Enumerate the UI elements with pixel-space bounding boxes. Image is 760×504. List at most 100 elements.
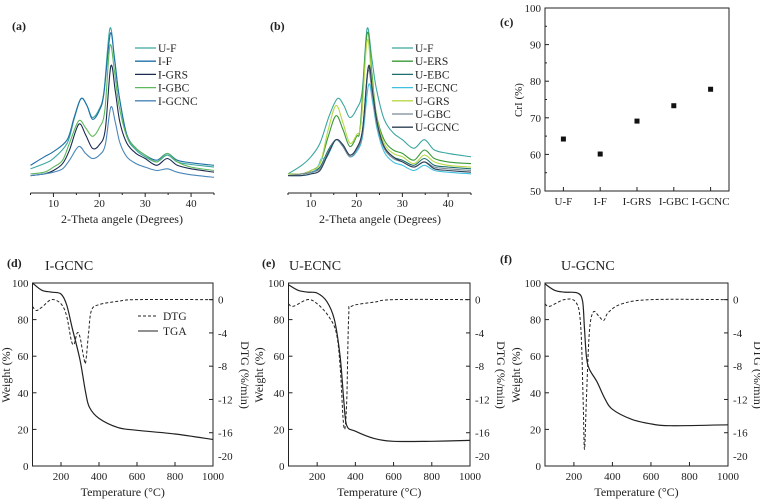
x-tick-label: 600 xyxy=(643,471,660,483)
x-tick-label: I-GBC xyxy=(659,196,689,208)
x-tick-label: 600 xyxy=(129,471,146,483)
panel-title: I-GCNC xyxy=(45,259,93,274)
y2-tick-label: -12 xyxy=(475,394,490,406)
legend-label: TGA xyxy=(163,326,187,338)
series-line-I-GCNC xyxy=(30,106,215,178)
plot-frame xyxy=(544,282,729,467)
y-tick-label: 80 xyxy=(18,315,30,327)
x-tick-label: 400 xyxy=(347,471,364,483)
panel-title: U-GCNC xyxy=(561,259,615,274)
y-tick-label: 40 xyxy=(530,388,542,400)
y2-tick-label: -16 xyxy=(218,428,233,440)
y2-tick-label: -16 xyxy=(475,428,490,440)
series-line-TGA xyxy=(544,283,729,427)
panel-title: U-ECNC xyxy=(289,259,341,274)
x-tick-label: 400 xyxy=(604,471,621,483)
x-tick-label: 20 xyxy=(94,198,106,210)
x-axis-label: Temperature (°C) xyxy=(81,485,165,499)
series-line-U-F xyxy=(30,27,215,170)
x-axis-label: 2-Theta angele (Degrees) xyxy=(319,212,441,226)
y-tick-label: 20 xyxy=(530,424,542,436)
x-tick-label: 200 xyxy=(566,471,583,483)
y2-tick-label: 0 xyxy=(733,295,739,307)
legend-label: U-GCNC xyxy=(415,122,459,134)
plot-frame xyxy=(288,282,471,467)
series-line-DTG xyxy=(32,299,214,365)
series-line-I-GBC xyxy=(30,43,215,175)
series-line-U-GRS xyxy=(287,38,472,175)
x-tick-label: 800 xyxy=(424,471,441,483)
series-line-TGA xyxy=(288,284,471,443)
x-tick-label: 20 xyxy=(351,198,363,210)
y2-axis-label: DTG (%/min) xyxy=(751,341,760,409)
x-tick-label: 1000 xyxy=(459,471,482,483)
x-tick-label: 30 xyxy=(140,198,152,210)
panel-b xyxy=(287,27,472,197)
series-line-U-F xyxy=(287,27,472,175)
y-tick-label: 20 xyxy=(274,424,286,436)
y2-tick-label: -8 xyxy=(733,361,743,373)
y-tick-label: 20 xyxy=(18,424,30,436)
x-tick-label: 800 xyxy=(167,471,184,483)
panel-label: (d) xyxy=(7,256,22,270)
y-tick-label: 40 xyxy=(274,388,286,400)
panel-a xyxy=(30,27,215,197)
legend-label: I-GBC xyxy=(158,83,190,95)
series-line-DTG xyxy=(544,298,729,450)
series-line-U-GCNC xyxy=(287,64,472,177)
y2-tick-label: -4 xyxy=(218,328,228,340)
x-tick-label: 40 xyxy=(443,198,455,210)
x-tick-label: I-GRS xyxy=(623,196,652,208)
data-point-I-F xyxy=(597,151,603,157)
legend-label: U-F xyxy=(415,43,434,55)
y2-tick-label: -16 xyxy=(733,428,748,440)
legend-label: DTG xyxy=(163,311,187,323)
y-tick-label: 100 xyxy=(268,278,285,290)
plot-frame xyxy=(32,282,214,467)
legend-label: U-EBC xyxy=(415,69,450,81)
y-axis-label: Weight (%) xyxy=(252,347,266,402)
x-tick-label: 1000 xyxy=(202,471,225,483)
panel-f xyxy=(544,282,729,467)
panel-label: (b) xyxy=(270,19,285,33)
y2-tick-label: -20 xyxy=(218,451,233,463)
y-tick-label: 80 xyxy=(274,315,286,327)
x-tick-label: I-GCNC xyxy=(692,196,730,208)
legend-label: I-GRS xyxy=(158,69,188,81)
y-tick-label: 80 xyxy=(530,315,542,327)
x-tick-label: 10 xyxy=(305,198,317,210)
y2-tick-label: 0 xyxy=(475,295,481,307)
y-tick-label: 60 xyxy=(18,351,30,363)
y2-tick-label: -12 xyxy=(218,394,233,406)
y-tick-label: 40 xyxy=(18,388,30,400)
y-tick-label: 100 xyxy=(525,278,542,290)
x-tick-label: 400 xyxy=(91,471,108,483)
x-tick-label: 40 xyxy=(186,198,198,210)
legend-label: U-ERS xyxy=(415,56,448,68)
y-tick-label: 60 xyxy=(274,351,286,363)
x-axis-label: Temperature (°C) xyxy=(337,485,421,499)
y-tick-label: 0 xyxy=(23,461,29,473)
x-tick-label: 600 xyxy=(385,471,402,483)
panel-d xyxy=(32,282,214,467)
x-axis-label: 2-Theta angele (Degrees) xyxy=(61,212,183,226)
data-point-U-F xyxy=(560,136,566,142)
data-point-I-GCNC xyxy=(708,86,714,92)
x-tick-label: 1000 xyxy=(717,471,740,483)
y-tick-label: 100 xyxy=(12,278,29,290)
y2-axis-label: DTG (%/min) xyxy=(238,341,252,409)
legend-label: I-GCNC xyxy=(158,96,198,108)
series-line-I-GRS xyxy=(30,64,215,177)
panel-label: (e) xyxy=(262,256,275,270)
legend-label: U-F xyxy=(158,43,177,55)
panel-c xyxy=(544,7,730,192)
y-tick-label: 70 xyxy=(530,113,542,125)
y2-tick-label: -4 xyxy=(733,328,743,340)
x-tick-label: 30 xyxy=(397,198,409,210)
y2-tick-label: -20 xyxy=(475,451,490,463)
y2-axis-label: DTG (%/min) xyxy=(494,341,508,409)
y2-tick-label: -4 xyxy=(475,328,485,340)
y-tick-label: 90 xyxy=(530,40,542,52)
y2-tick-label: 0 xyxy=(218,295,224,307)
